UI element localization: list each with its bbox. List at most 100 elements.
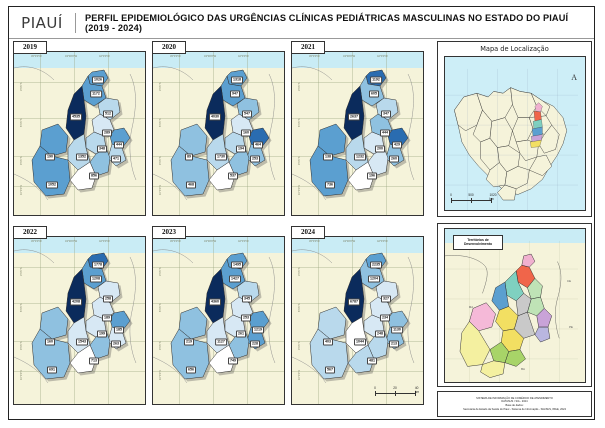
brazil-map[interactable]: A 0 500 1020 km <box>444 56 586 211</box>
meridian-label-0: 45°0'0"W <box>31 240 42 243</box>
map-panel-grid: 2019 45°0'0"W 43°30'0"W 42°0'0"W 3°0'0"S 6°0'… <box>13 41 433 417</box>
meridian-label-1: 43°30'0"W <box>204 240 217 243</box>
region-value-label: 512 <box>103 110 113 118</box>
location-map-box[interactable]: Mapa de Localização <box>437 41 592 217</box>
region-value-label: 1318 <box>231 76 243 84</box>
region-polygon[interactable] <box>170 145 210 197</box>
region-value-label: 403 <box>323 338 333 346</box>
map-shape-2020 <box>153 66 276 201</box>
neighbour-borders <box>153 249 276 384</box>
meridian-label-0: 45°0'0"W <box>170 240 181 243</box>
region-value-label: 429 <box>392 141 402 149</box>
map-panel-2021[interactable]: 2021 45°0'0"W 43°30'0"W 42°0'0"W 3°0'0"S 6°0'… <box>291 41 424 220</box>
brazil-map-svg <box>445 68 578 210</box>
region-value-label: 261 <box>236 330 246 338</box>
meridian-label-1: 43°30'0"W <box>65 55 78 58</box>
uf-code-pe: PE <box>569 325 573 329</box>
region-value-label: 4360 <box>209 298 221 306</box>
graticule-parallel-0 <box>292 267 423 268</box>
uf-code-ce: CE <box>567 279 571 283</box>
region-polygon[interactable] <box>343 268 365 324</box>
meridian-label-0: 45°0'0"W <box>309 55 320 58</box>
region-value-label: 1204 <box>368 275 380 283</box>
region-value-label: 1232 <box>354 153 366 161</box>
region-value-label: 856 <box>89 172 99 180</box>
region-polygon[interactable] <box>309 328 349 380</box>
region-value-label: 444 <box>114 141 124 149</box>
neighbour-borders <box>153 66 276 201</box>
neighbour-borders <box>14 249 137 384</box>
map-panel-2022[interactable]: 2022 45°0'0"W 43°30'0"W 42°0'0"W 3°0'0"S 6°0'… <box>13 226 146 409</box>
map-shape-2021 <box>292 66 415 201</box>
region-value-label: 947 <box>230 90 240 98</box>
sea-area <box>292 237 423 253</box>
graticule-parallel-0 <box>153 267 284 268</box>
graticule-meridian-0 <box>179 237 180 404</box>
neighbour-borders <box>14 66 137 201</box>
region-value-label: 260 <box>389 155 399 163</box>
region-value-label: 1130 <box>391 326 403 334</box>
choropleth-2020[interactable]: 45°0'0"W 43°30'0"W 42°0'0"W 3°0'0"S 6°0'0"S 9… <box>152 51 285 216</box>
region-value-label: 1427 <box>229 275 241 283</box>
uf-code-ba: BA <box>521 367 525 371</box>
year-tag-2024: 2024 <box>291 226 325 239</box>
meridian-label-1: 43°30'0"W <box>204 55 217 58</box>
region-value-label: 185 <box>114 326 124 334</box>
region-value-label: 258 <box>103 295 113 303</box>
uf-code-ma: MA <box>468 305 474 309</box>
graticule-parallel-0 <box>14 82 145 83</box>
graticule-parallel-0 <box>14 267 145 268</box>
region-value-label: 4208 <box>70 298 82 306</box>
region-value-label: 253 <box>241 314 251 322</box>
region-value-label: 253 <box>250 155 260 163</box>
region-polygon[interactable] <box>31 328 71 380</box>
region-value-label: 713 <box>89 357 99 365</box>
map-panel-2023[interactable]: 2023 45°0'0"W 43°30'0"W 42°0'0"W 3°0'0"S 6°0'… <box>152 226 285 409</box>
choropleth-2021[interactable]: 45°0'0"W 43°30'0"W 42°0'0"W 3°0'0"S 6°0'0"S 9… <box>291 51 424 216</box>
region-value-label: 194 <box>236 145 246 153</box>
region-polygon[interactable] <box>31 145 71 197</box>
region-value-label: 605 <box>369 90 379 98</box>
region-value-label: 4030 <box>209 113 221 121</box>
region-value-label: 347 <box>381 110 391 118</box>
map-panel-2019[interactable]: 2019 45°0'0"W 43°30'0"W 42°0'0"W 3°0'0"S 6°0'… <box>13 41 146 220</box>
region-value-label: 6787 <box>348 298 360 306</box>
meridian-label-2: 42°0'0"W <box>377 240 388 243</box>
meridian-label-2: 42°0'0"W <box>238 55 249 58</box>
map-shape-2019 <box>14 66 137 201</box>
region-polygon[interactable] <box>170 328 210 380</box>
poster-frame: PIAUÍ PERFIL EPIDEMIOLÓGICO DAS URGÊNCIA… <box>8 6 595 420</box>
region-value-label: 234 <box>380 314 390 322</box>
region-value-label: 468 <box>186 181 196 189</box>
map-panel-2020[interactable]: 2020 45°0'0"W 43°30'0"W 42°0'0"W 3°0'0"S 6°0'… <box>152 41 285 220</box>
region-value-label: 1026 <box>92 76 104 84</box>
region-value-label: 289 <box>102 129 112 137</box>
region-value-label: 537 <box>228 172 238 180</box>
region-polygon[interactable] <box>309 145 349 197</box>
map-panel-2024[interactable]: 2024 45°0'0"W 43°30'0"W 42°0'0"W 3°0'0"S 6°0'… <box>291 226 424 409</box>
loc-scale-end: 1020 km <box>489 193 497 201</box>
region-value-label: 691 <box>47 366 57 374</box>
region-value-label: 1495 <box>231 261 243 269</box>
sea-area <box>14 52 145 68</box>
territories-legend-title: Territórios de Desenvolvimento <box>453 235 503 250</box>
region-value-label: 160 <box>45 338 55 346</box>
choropleth-2019[interactable]: 45°0'0"W 43°30'0"W 42°0'0"W 3°0'0"S 6°0'0"S 9… <box>13 51 146 216</box>
territories-map[interactable]: Territórios de Desenvolvimento MA CE PE … <box>444 228 586 383</box>
region-polygon[interactable] <box>204 268 226 324</box>
graticule-meridian-0 <box>318 237 319 404</box>
meridian-label-0: 45°0'0"W <box>170 55 181 58</box>
choropleth-2024[interactable]: 45°0'0"W 43°30'0"W 42°0'0"W 3°0'0"S 6°0'0"S 9… <box>291 236 424 405</box>
graticule-meridian-0 <box>40 237 41 404</box>
meridian-label-1: 43°30'0"W <box>343 240 356 243</box>
territories-map-box[interactable]: Territórios de Desenvolvimento MA CE PE … <box>437 223 592 387</box>
region-polygon[interactable] <box>65 268 87 324</box>
neighbour-borders <box>292 249 415 384</box>
choropleth-2023[interactable]: 45°0'0"W 43°30'0"W 42°0'0"W 3°0'0"S 6°0'0"S 9… <box>152 236 285 405</box>
region-value-label: 481 <box>367 357 377 365</box>
region-value-label: 248 <box>375 330 385 338</box>
region-value-label: 4535 <box>70 113 82 121</box>
choropleth-2022[interactable]: 45°0'0"W 43°30'0"W 42°0'0"W 3°0'0"S 6°0'0"S 9… <box>13 236 146 405</box>
region-value-label: 219 <box>184 338 194 346</box>
graticule-parallel-0 <box>292 82 423 83</box>
